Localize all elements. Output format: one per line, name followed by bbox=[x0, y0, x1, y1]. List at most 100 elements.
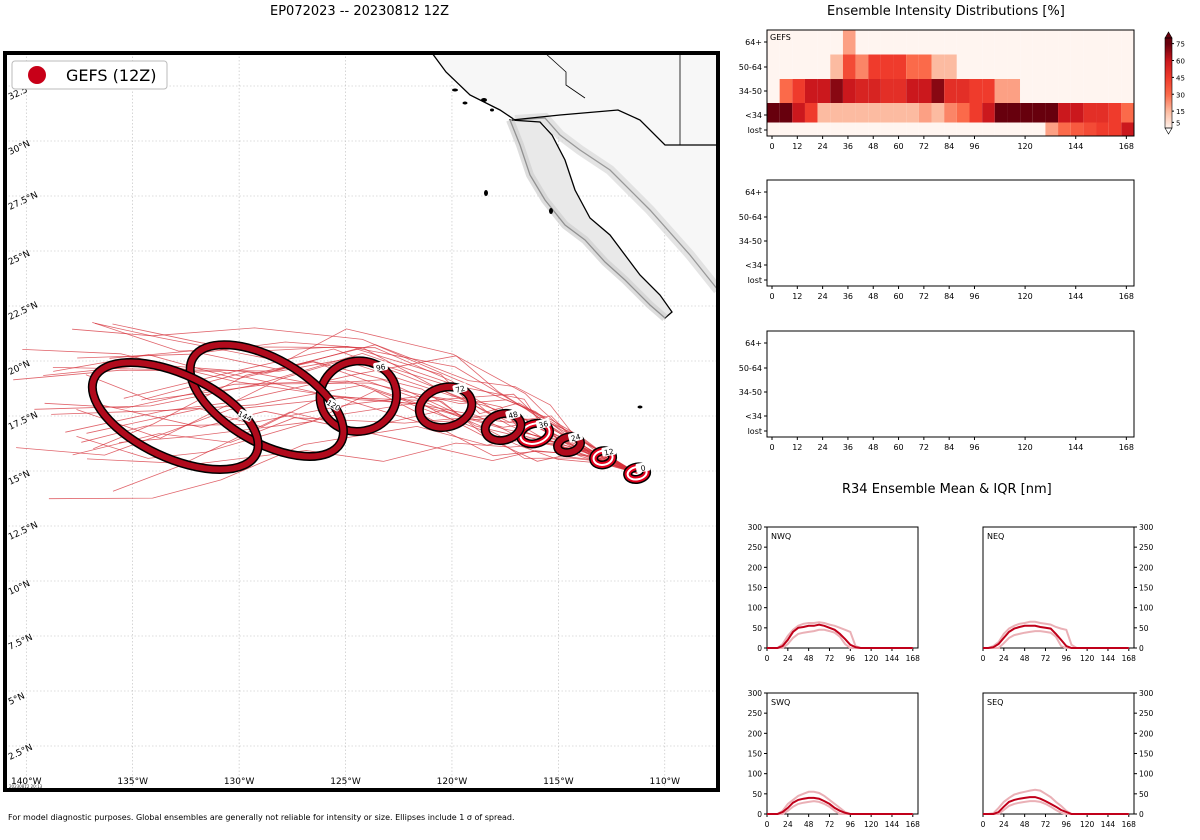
heatmap-cell bbox=[1058, 79, 1071, 103]
heatmap-cell bbox=[855, 79, 869, 103]
row-label: 50-64 bbox=[739, 364, 762, 373]
colorbar-segment bbox=[1165, 61, 1172, 64]
map-timestamp: 20230812 20:13 bbox=[9, 784, 43, 789]
heatmap-cell bbox=[956, 54, 970, 79]
heatmap-cell bbox=[994, 79, 1008, 103]
map-frame bbox=[3, 51, 720, 792]
ellipse-24: 24 bbox=[553, 431, 585, 458]
ellipse-ring bbox=[187, 341, 347, 460]
x-tick-label: 96 bbox=[846, 654, 856, 663]
y-tick-label: 300 bbox=[748, 523, 763, 532]
heatmap-cell bbox=[792, 103, 805, 123]
row-label: <34 bbox=[745, 111, 762, 120]
x-tick-label: 168 bbox=[1119, 142, 1134, 151]
heatmap-cell bbox=[1108, 103, 1122, 123]
colorbar-segment bbox=[1165, 87, 1172, 90]
heatmap-cell bbox=[1108, 30, 1122, 55]
r34-title: R34 Ensemble Mean & IQR [nm] bbox=[842, 482, 1052, 497]
member-track bbox=[99, 404, 638, 474]
colorbar-segment bbox=[1165, 96, 1172, 99]
x-tick-label: 48 bbox=[1020, 654, 1030, 663]
panel-frame bbox=[766, 692, 919, 815]
heatmap-cell bbox=[931, 122, 945, 136]
x-tick-label: 96 bbox=[1062, 820, 1072, 829]
y-tick-label: 250 bbox=[748, 543, 763, 552]
colorbar-segment bbox=[1165, 123, 1172, 126]
heatmap-cell bbox=[817, 54, 831, 79]
row-label: 34-50 bbox=[739, 87, 762, 96]
panel-frame bbox=[766, 29, 1135, 137]
colorbar-segment bbox=[1165, 72, 1172, 75]
heatmap-cell bbox=[969, 30, 983, 55]
colorbar-segment bbox=[1165, 86, 1172, 88]
colorbar-tick-label: 75 bbox=[1176, 41, 1185, 49]
x-tick-label: 12 bbox=[792, 142, 802, 151]
colorbar-segment bbox=[1165, 121, 1172, 123]
heatmap-cell bbox=[906, 122, 919, 136]
row-label: <34 bbox=[745, 412, 762, 421]
heatmap-cell bbox=[842, 79, 856, 103]
y-tick-label: 0 bbox=[757, 810, 762, 819]
panel-frame bbox=[982, 526, 1135, 649]
heatmap-cell bbox=[994, 103, 1008, 123]
heatmap-cell bbox=[1083, 79, 1097, 103]
y-tick-label: 0 bbox=[757, 644, 762, 653]
y-tick-label: 50 bbox=[1139, 790, 1149, 799]
x-tick-label: 120 bbox=[1017, 142, 1032, 151]
ellipse-label-bg bbox=[505, 408, 521, 420]
ellipse-hour-label: 36 bbox=[538, 419, 550, 430]
colorbar-segment bbox=[1165, 111, 1172, 113]
heatmap-cell bbox=[1070, 122, 1084, 136]
row-label: 34-50 bbox=[739, 388, 762, 397]
heatmap-cell bbox=[893, 79, 907, 103]
colorbar-segment bbox=[1165, 125, 1172, 128]
heatmap-cell bbox=[779, 30, 793, 55]
ellipse-label-bg bbox=[373, 361, 388, 372]
heatmap-cell bbox=[767, 122, 780, 136]
colorbar-segment bbox=[1165, 95, 1172, 97]
colorbar-tick-label: 5 bbox=[1176, 119, 1180, 127]
ellipse-label-bg bbox=[567, 431, 583, 443]
ellipse-inner bbox=[519, 422, 551, 445]
mean-line bbox=[983, 624, 1129, 649]
heatmap-cell bbox=[1045, 103, 1059, 123]
heatmap-cell bbox=[779, 54, 793, 79]
ellipse-hour-label: 48 bbox=[507, 410, 519, 421]
heatmap-cell bbox=[944, 79, 957, 103]
heatmap-cell bbox=[767, 79, 780, 103]
x-tick-label: 36 bbox=[843, 292, 853, 301]
colorbar-segment bbox=[1165, 97, 1172, 100]
row-label: 34-50 bbox=[739, 237, 762, 246]
heatmap-cell bbox=[994, 30, 1008, 55]
heatmap-cell bbox=[1083, 122, 1097, 136]
heatmap-cell bbox=[817, 30, 831, 55]
heatmap-cell bbox=[1108, 122, 1122, 136]
x-tick-label: 60 bbox=[893, 142, 903, 151]
heatmap-cell bbox=[1020, 54, 1033, 79]
colorbar-segment bbox=[1165, 76, 1172, 78]
heatmap-cell bbox=[779, 103, 793, 123]
x-tick-label: 96 bbox=[846, 820, 856, 829]
heatmap-cell bbox=[918, 30, 932, 55]
heatmap-cell bbox=[1045, 122, 1059, 136]
y-tick-label: 200 bbox=[748, 563, 763, 572]
x-tick-label: 120 bbox=[1080, 654, 1095, 663]
colorbar-tick-label: 15 bbox=[1176, 108, 1185, 116]
ellipse-ring bbox=[317, 357, 400, 435]
ellipse-144: 144 bbox=[87, 357, 263, 475]
x-tick-label: 168 bbox=[1119, 292, 1134, 301]
ellipse-label-bg bbox=[635, 461, 651, 473]
colorbar-segment bbox=[1165, 42, 1172, 45]
row-label: lost bbox=[748, 126, 762, 135]
heatmap-cell bbox=[931, 79, 945, 103]
colorbar-top-arrow bbox=[1164, 31, 1173, 39]
lon-tick-label: 125°W bbox=[330, 777, 361, 787]
x-tick-label: 168 bbox=[906, 654, 921, 663]
colorbar-segment bbox=[1165, 67, 1172, 69]
heatmap-cell bbox=[1096, 54, 1109, 79]
r34-panel-nwq: NWQ 0 50 100 150 200 250 300 0 24 48 72 96 120 144 168 bbox=[748, 523, 921, 663]
y-tick-label: 100 bbox=[748, 604, 763, 613]
mean-line bbox=[983, 796, 1129, 815]
colorbar-segment bbox=[1165, 107, 1172, 110]
